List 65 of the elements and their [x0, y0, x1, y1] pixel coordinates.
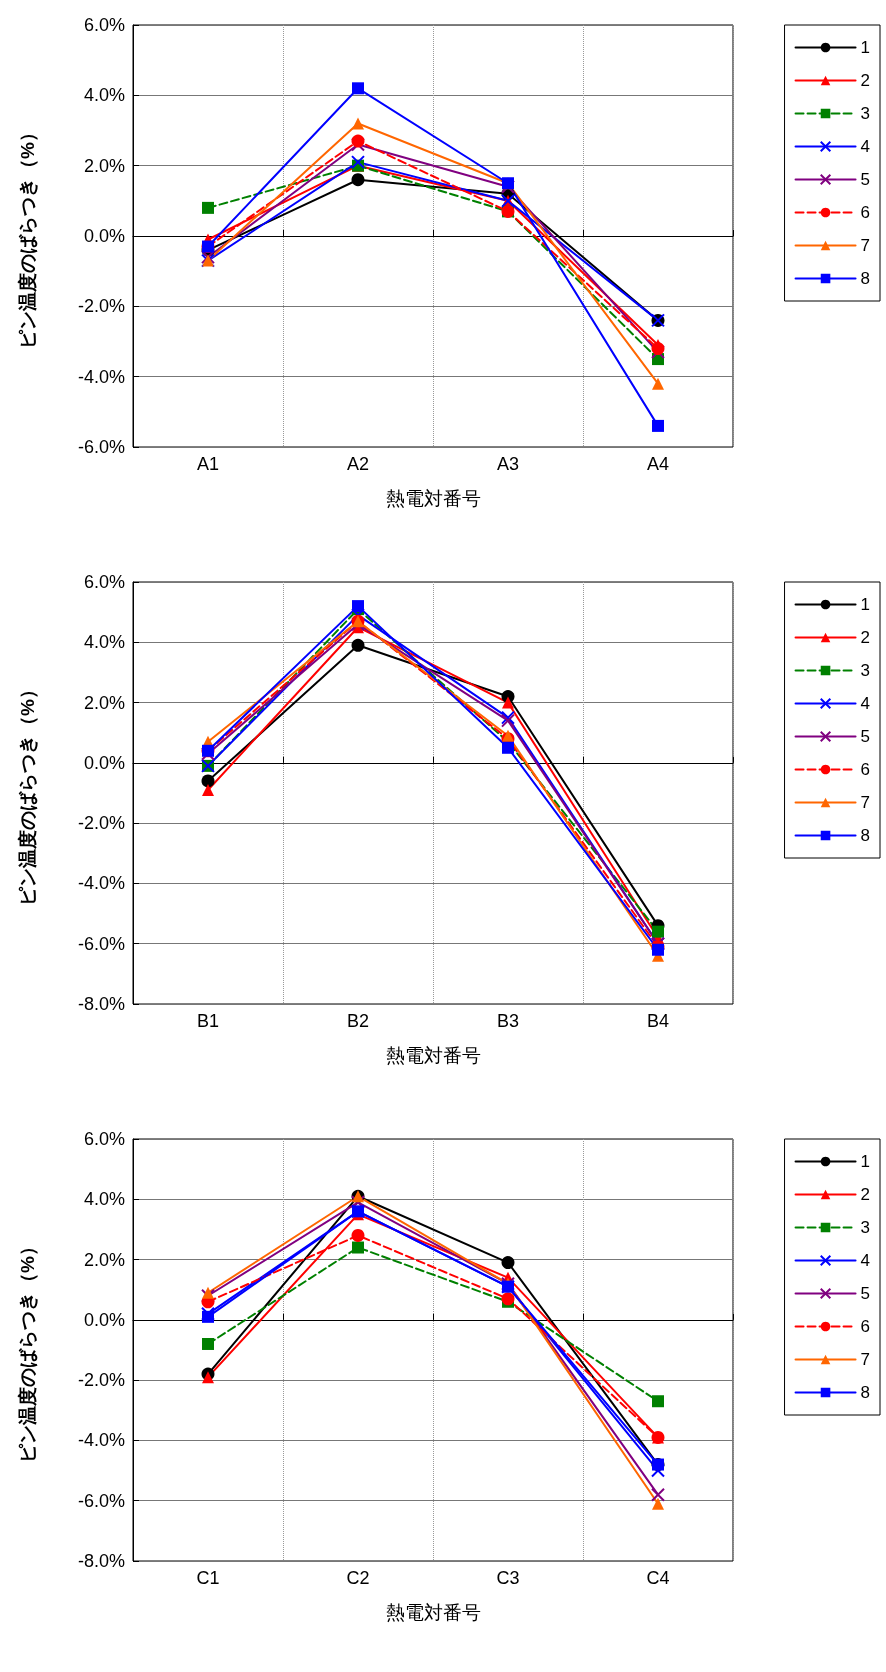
- x-tick-label: A2: [346, 454, 370, 474]
- legend-label: 3: [860, 661, 871, 680]
- y-tick-label: 0.0%: [83, 226, 125, 246]
- legend-label: 6: [860, 760, 871, 779]
- x-tick-label: A1: [196, 454, 220, 474]
- y-tick-label: -8.0%: [77, 1551, 125, 1571]
- y-tick-label: -2.0%: [77, 813, 125, 834]
- legend-label: 5: [860, 170, 871, 189]
- legend-label: 1: [860, 38, 871, 57]
- legend-label: 8: [860, 1383, 871, 1402]
- y-tick-label: -4.0%: [77, 1430, 125, 1451]
- y-tick-label: 6.0%: [83, 1129, 125, 1149]
- legend-label: 4: [860, 694, 871, 713]
- x-tick-label: C2: [346, 1568, 370, 1588]
- y-tick-label: 6.0%: [83, 15, 125, 35]
- legend-label: 1: [860, 1152, 871, 1171]
- y-tick-label: 4.0%: [83, 1189, 125, 1210]
- legend-label: 2: [860, 628, 871, 647]
- legend-label: 5: [860, 727, 871, 746]
- legend-label: 2: [860, 71, 871, 90]
- legend-label: 7: [860, 793, 871, 812]
- x-tick-label: B4: [646, 1011, 670, 1031]
- legend-label: 8: [860, 826, 871, 845]
- legend-label: 3: [860, 1218, 871, 1237]
- y-tick-label: 4.0%: [83, 85, 125, 106]
- y-tick-label: 4.0%: [83, 632, 125, 653]
- x-tick-label: C3: [496, 1568, 520, 1588]
- x-tick-label: B3: [496, 1011, 520, 1031]
- x-tick-label: B1: [196, 1011, 220, 1031]
- y-tick-label: -4.0%: [77, 366, 125, 387]
- y-tick-label: -2.0%: [77, 1370, 125, 1391]
- y-tick-label: -6.0%: [77, 1490, 125, 1511]
- y-tick-label: 2.0%: [83, 155, 125, 176]
- legend-label: 5: [860, 1284, 871, 1303]
- legend-label: 4: [860, 1251, 871, 1270]
- legend-label: 6: [860, 203, 871, 222]
- y-tick-label: 0.0%: [83, 1309, 125, 1330]
- y-tick-label: 2.0%: [83, 692, 125, 713]
- legend-label: 3: [860, 104, 871, 123]
- x-tick-label: C4: [646, 1568, 670, 1588]
- y-tick-label: 6.0%: [83, 572, 125, 592]
- y-axis-title: ピン温度のばらつき（%）: [17, 1237, 38, 1463]
- legend-label: 6: [860, 1317, 871, 1336]
- legend-label: 7: [860, 236, 871, 255]
- y-tick-label: -6.0%: [77, 933, 125, 954]
- y-tick-label: -2.0%: [77, 296, 125, 317]
- x-axis-title: 熱電対番号: [385, 1045, 481, 1066]
- legend-label: 2: [860, 1185, 871, 1204]
- y-tick-label: -4.0%: [77, 873, 125, 894]
- y-tick-label: -8.0%: [77, 994, 125, 1014]
- y-tick-label: 0.0%: [83, 752, 125, 773]
- y-axis-title: ピン温度のばらつき（%）: [17, 680, 38, 906]
- legend-label: 8: [860, 269, 871, 288]
- x-axis-title: 熱電対番号: [385, 1602, 481, 1623]
- x-tick-label: C1: [196, 1568, 220, 1588]
- y-axis-title: ピン温度のばらつき（%）: [17, 123, 38, 349]
- y-tick-label: 2.0%: [83, 1249, 125, 1270]
- x-tick-label: A4: [646, 454, 670, 474]
- x-tick-label: B2: [346, 1011, 370, 1031]
- x-axis-title: 熱電対番号: [385, 488, 481, 509]
- legend-label: 1: [860, 595, 871, 614]
- x-tick-label: A3: [496, 454, 520, 474]
- legend-label: 4: [860, 137, 871, 156]
- y-tick-label: -6.0%: [77, 437, 125, 457]
- legend-label: 7: [860, 1350, 871, 1369]
